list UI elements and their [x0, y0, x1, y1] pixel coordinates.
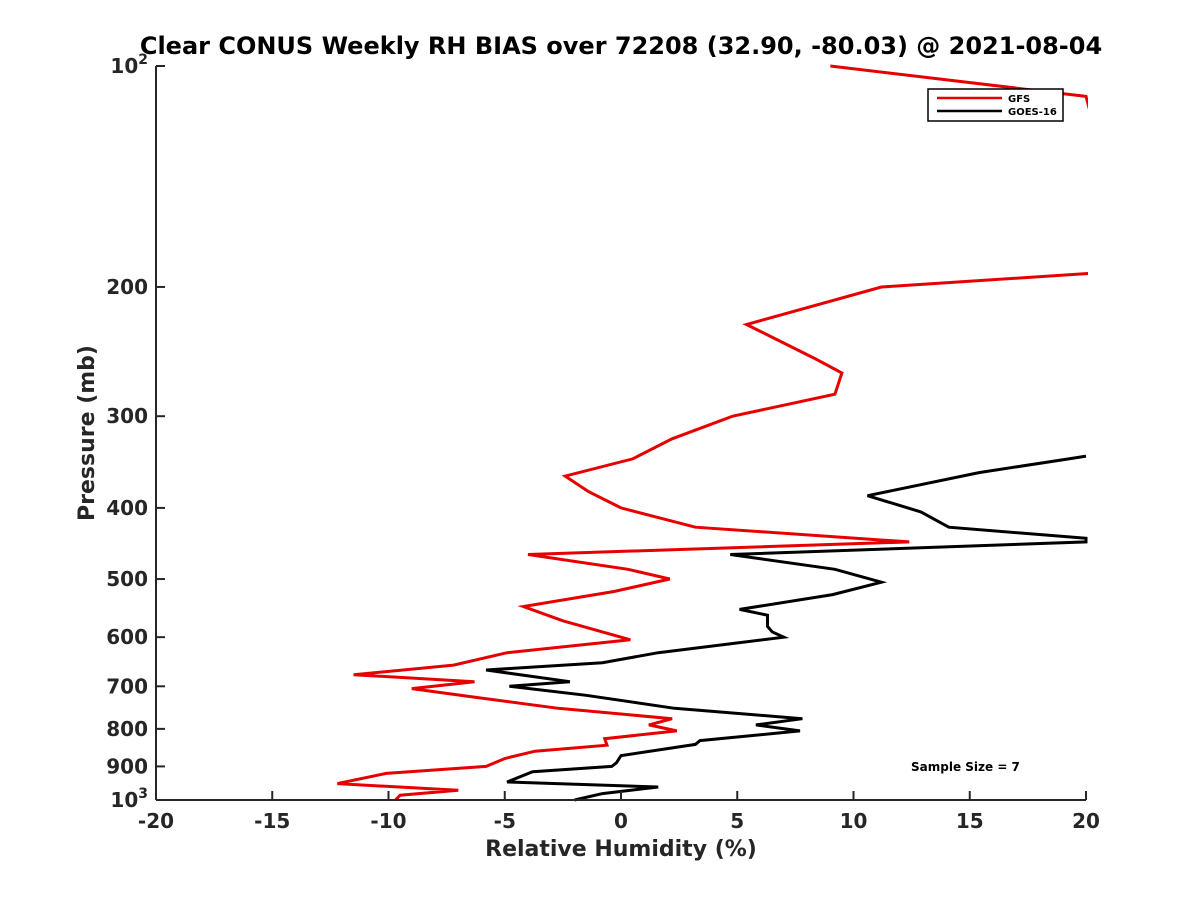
y-tick-label: 200 — [106, 275, 148, 299]
x-tick-label: 0 — [614, 809, 628, 833]
legend-label-goes16: GOES-16 — [1008, 107, 1057, 118]
y-tick-label: 103 — [110, 786, 148, 812]
y-tick-label: 400 — [106, 496, 148, 520]
legend-label-gfs: GFS — [1008, 94, 1030, 105]
y-axis-label: Pressure (mb) — [75, 345, 100, 521]
plot-area-background — [156, 66, 1086, 800]
sample-size-annotation: Sample Size = 7 — [911, 760, 1020, 774]
y-tick-label: 700 — [106, 674, 148, 698]
ticks-layer: -20 -15 -10 -5 0 5 10 15 20 102 200 300 400 500 600 700… — [106, 52, 1100, 833]
x-tick-label: -15 — [254, 809, 290, 833]
x-tick-label: -10 — [370, 809, 406, 833]
series-line-gfs — [337, 64, 1088, 802]
legend: GFS GOES-16 — [927, 88, 1064, 122]
x-tick-label: 20 — [1072, 809, 1100, 833]
y-tick-label: 800 — [106, 717, 148, 741]
legend-box — [927, 88, 1064, 122]
x-axis-label: Relative Humidity (%) — [485, 837, 757, 862]
x-tick-label: 15 — [956, 809, 984, 833]
chart-title: Clear CONUS Weekly RH BIAS over 72208 (3… — [140, 32, 1102, 60]
x-tick-label: 10 — [840, 809, 868, 833]
y-tick-label: 300 — [106, 404, 148, 428]
series-layer — [337, 64, 1088, 802]
x-tick-label: -20 — [138, 809, 174, 833]
x-tick-label: -5 — [494, 809, 516, 833]
y-tick-label: 500 — [106, 567, 148, 591]
y-tick-label: 600 — [106, 625, 148, 649]
y-tick-label: 900 — [106, 754, 148, 778]
series-line-goes16 — [485, 454, 1088, 802]
x-tick-label: 5 — [730, 809, 744, 833]
y-tick-label: 102 — [110, 52, 148, 78]
